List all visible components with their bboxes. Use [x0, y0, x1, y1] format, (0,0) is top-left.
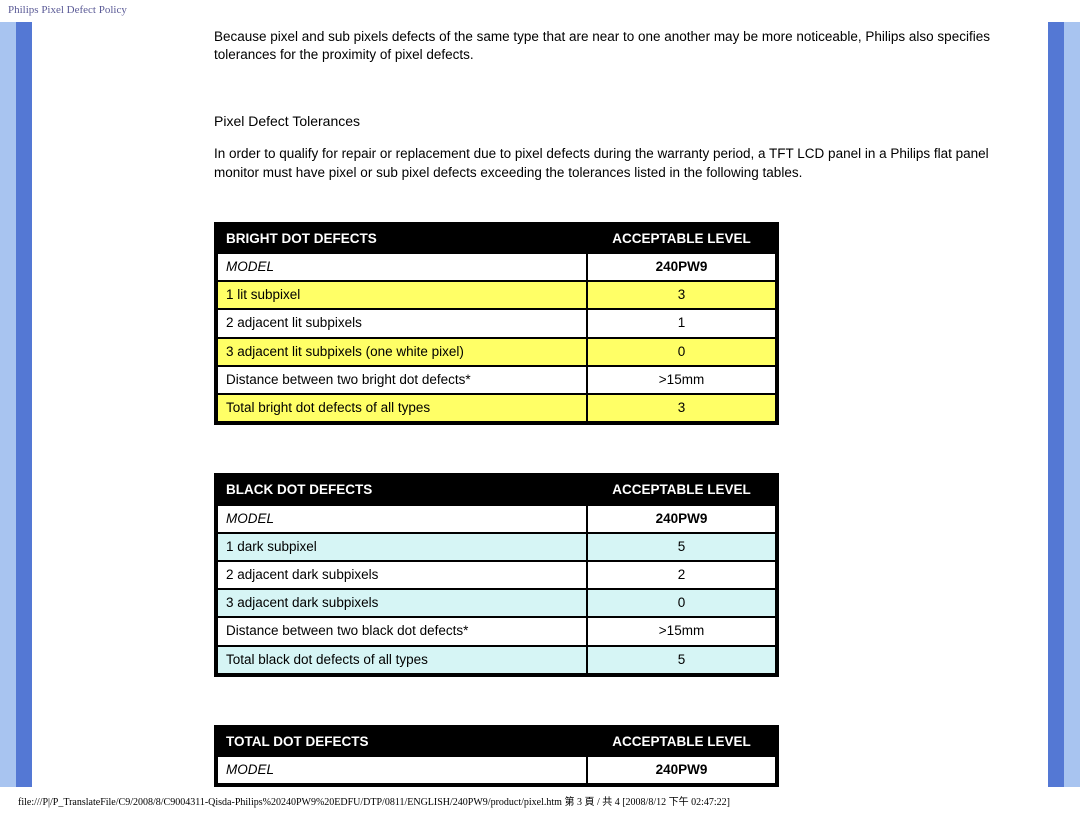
row-value: >15mm — [587, 366, 776, 394]
table-row: Distance between two bright dot defects*… — [217, 366, 776, 394]
model-value: 240PW9 — [587, 756, 776, 784]
stripe-inner-right — [1048, 22, 1064, 787]
left-margin — [32, 22, 214, 787]
table-row: 3 adjacent lit subpixels (one white pixe… — [217, 338, 776, 366]
table-header-right: ACCEPTABLE LEVEL — [587, 476, 776, 504]
row-label: 1 lit subpixel — [217, 281, 587, 309]
main-column: Because pixel and sub pixels defects of … — [32, 22, 1048, 787]
table-header-right: ACCEPTABLE LEVEL — [587, 225, 776, 253]
table-row: 3 adjacent dark subpixels 0 — [217, 589, 776, 617]
row-value: 5 — [587, 533, 776, 561]
model-value: 240PW9 — [587, 253, 776, 281]
stripe-outer-right — [1064, 22, 1080, 787]
row-value: 0 — [587, 338, 776, 366]
row-value: 2 — [587, 561, 776, 589]
row-label: 2 adjacent lit subpixels — [217, 309, 587, 337]
row-label: 3 adjacent dark subpixels — [217, 589, 587, 617]
table-header-left: TOTAL DOT DEFECTS — [217, 728, 587, 756]
table-row: 1 dark subpixel 5 — [217, 533, 776, 561]
footer-file-path: file:///P|/P_TranslateFile/C9/2008/8/C90… — [0, 787, 1080, 810]
stripe-outer-left — [0, 22, 16, 787]
table-row: 2 adjacent lit subpixels 1 — [217, 309, 776, 337]
content-area: Because pixel and sub pixels defects of … — [214, 22, 1048, 787]
model-value: 240PW9 — [587, 505, 776, 533]
total-dot-table: TOTAL DOT DEFECTS ACCEPTABLE LEVEL MODEL… — [214, 725, 779, 787]
row-label: Total black dot defects of all types — [217, 646, 587, 674]
intro-paragraph: Because pixel and sub pixels defects of … — [214, 28, 1014, 64]
table-row: Distance between two black dot defects* … — [217, 617, 776, 645]
row-value: 1 — [587, 309, 776, 337]
model-label: MODEL — [217, 505, 587, 533]
stripe-inner-left — [16, 22, 32, 787]
black-dot-table: BLACK DOT DEFECTS ACCEPTABLE LEVEL MODEL… — [214, 473, 779, 677]
model-label: MODEL — [217, 253, 587, 281]
section-heading: Pixel Defect Tolerances — [214, 112, 1014, 131]
row-value: 3 — [587, 281, 776, 309]
row-label: 1 dark subpixel — [217, 533, 587, 561]
table-row: 2 adjacent dark subpixels 2 — [217, 561, 776, 589]
table-header-left: BRIGHT DOT DEFECTS — [217, 225, 587, 253]
row-label: 2 adjacent dark subpixels — [217, 561, 587, 589]
table-header-right: ACCEPTABLE LEVEL — [587, 728, 776, 756]
row-label: Distance between two black dot defects* — [217, 617, 587, 645]
table-row: 1 lit subpixel 3 — [217, 281, 776, 309]
page-title: Philips Pixel Defect Policy — [0, 0, 1080, 22]
table-header-left: BLACK DOT DEFECTS — [217, 476, 587, 504]
row-label: Distance between two bright dot defects* — [217, 366, 587, 394]
page-frame: Because pixel and sub pixels defects of … — [0, 22, 1080, 787]
section-paragraph: In order to qualify for repair or replac… — [214, 145, 1014, 181]
row-value: >15mm — [587, 617, 776, 645]
table-row: Total bright dot defects of all types 3 — [217, 394, 776, 422]
bright-dot-table: BRIGHT DOT DEFECTS ACCEPTABLE LEVEL MODE… — [214, 222, 779, 426]
row-value: 0 — [587, 589, 776, 617]
row-label: Total bright dot defects of all types — [217, 394, 587, 422]
row-value: 3 — [587, 394, 776, 422]
table-row: Total black dot defects of all types 5 — [217, 646, 776, 674]
row-value: 5 — [587, 646, 776, 674]
model-label: MODEL — [217, 756, 587, 784]
row-label: 3 adjacent lit subpixels (one white pixe… — [217, 338, 587, 366]
